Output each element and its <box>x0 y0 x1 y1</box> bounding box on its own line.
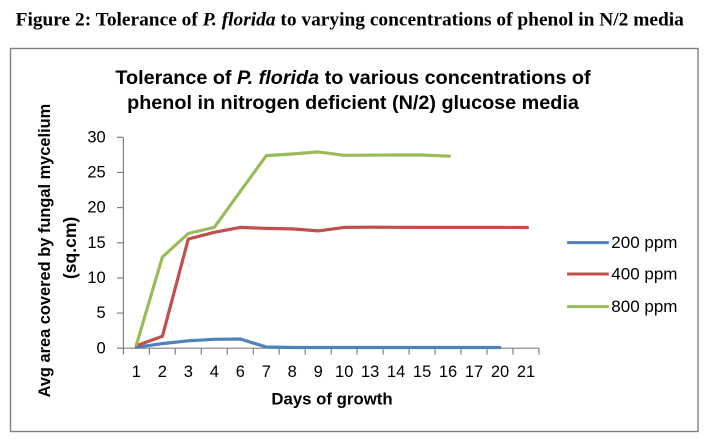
svg-text:13: 13 <box>361 363 379 381</box>
svg-text:21: 21 <box>517 363 535 381</box>
svg-text:10: 10 <box>335 363 353 381</box>
svg-text:9: 9 <box>314 363 323 381</box>
svg-text:Figure 2: Tolerance of P. flor: Figure 2: Tolerance of P. florida to var… <box>16 9 685 30</box>
svg-text:phenol in nitrogen deficient (: phenol in nitrogen deficient (N/2) gluco… <box>127 92 580 114</box>
svg-text:0: 0 <box>97 339 106 357</box>
svg-text:Avg area covered by fungal myc: Avg area covered by fungal mycelium <box>36 104 54 398</box>
svg-text:4: 4 <box>210 363 219 381</box>
svg-text:1: 1 <box>132 363 141 381</box>
svg-text:Tolerance of P. florida to var: Tolerance of P. florida to various conce… <box>115 67 591 89</box>
svg-text:Days of growth: Days of growth <box>271 389 392 408</box>
svg-text:20: 20 <box>491 363 509 381</box>
svg-text:3: 3 <box>184 363 193 381</box>
svg-text:15: 15 <box>87 234 105 252</box>
svg-text:20: 20 <box>87 199 105 217</box>
svg-text:17: 17 <box>465 363 483 381</box>
svg-text:14: 14 <box>387 363 405 381</box>
svg-text:15: 15 <box>413 363 431 381</box>
svg-text:6: 6 <box>236 363 245 381</box>
svg-text:(sq.cm): (sq.cm) <box>60 217 80 279</box>
svg-text:800 ppm: 800 ppm <box>611 297 677 316</box>
svg-text:5: 5 <box>97 304 106 322</box>
svg-text:2: 2 <box>158 363 167 381</box>
svg-text:10: 10 <box>87 269 105 287</box>
svg-text:200 ppm: 200 ppm <box>611 233 677 252</box>
svg-text:25: 25 <box>87 164 105 182</box>
svg-text:16: 16 <box>439 363 457 381</box>
svg-text:30: 30 <box>87 128 105 146</box>
svg-text:400 ppm: 400 ppm <box>611 265 677 284</box>
svg-text:7: 7 <box>262 363 271 381</box>
svg-text:8: 8 <box>288 363 297 381</box>
